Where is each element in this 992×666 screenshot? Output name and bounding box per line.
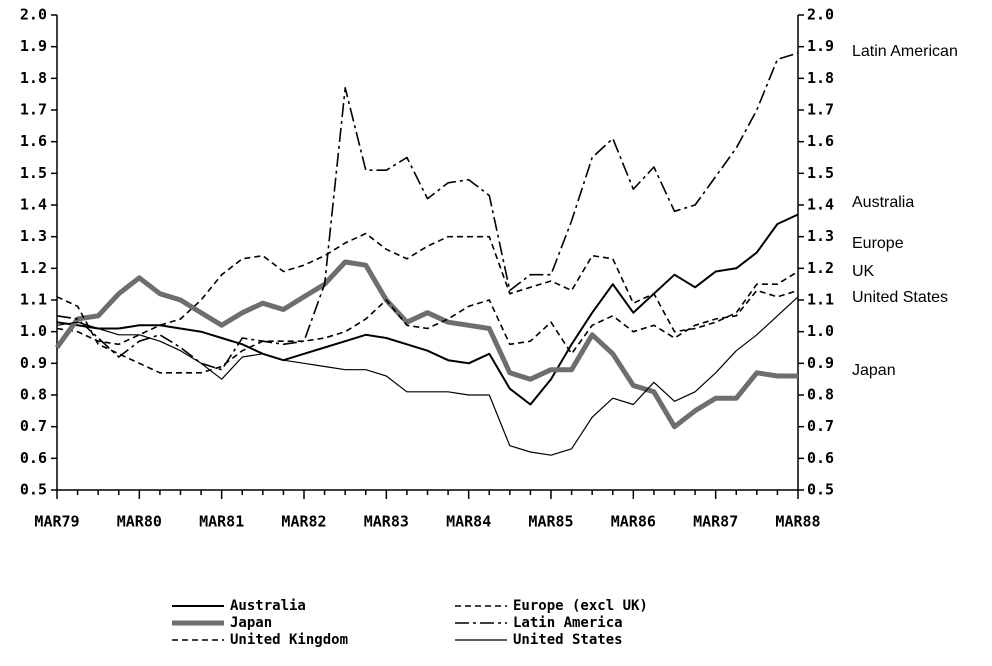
y-tick-label: 0.5 [20,481,47,499]
x-tick-label: MAR81 [199,513,244,531]
y2-tick-label: 0.8 [807,386,834,404]
y2-tick-label: 0.7 [807,417,834,435]
x-tick-label: MAR84 [446,513,491,531]
x-tick-label: MAR87 [693,513,738,531]
y2-tick-label: 1.2 [807,259,834,277]
legend-label: Japan [230,615,272,631]
annotation: Europe [852,235,904,252]
y-tick-label: 1.2 [20,259,47,277]
annotation: UK [852,263,875,280]
y2-tick-label: 0.5 [807,481,834,499]
y2-tick-label: 1.0 [807,322,834,340]
y2-tick-label: 1.1 [807,291,834,309]
series-line [56,52,799,371]
series-line [56,289,799,374]
y-tick-label: 1.9 [20,37,47,55]
y-tick-label: 1.0 [20,322,47,340]
y2-tick-label: 1.4 [807,196,834,214]
x-tick-label: MAR79 [34,513,79,531]
y-tick-label: 1.7 [20,101,47,119]
y2-tick-label: 1.8 [807,69,834,87]
x-tick-label: MAR80 [117,513,162,531]
y-tick-label: 1.5 [20,164,47,182]
legend-label: Australia [230,598,306,614]
x-tick-label: MAR88 [775,513,820,531]
annotation: United States [852,289,948,306]
y-tick-label: 1.8 [20,69,47,87]
legend-label: Europe (excl UK) [513,598,648,614]
x-tick-label: MAR86 [611,513,656,531]
series-line [56,296,799,456]
series-line [56,213,799,406]
y2-tick-label: 0.9 [807,354,834,372]
x-tick-label: MAR83 [364,513,409,531]
y-tick-label: 0.9 [20,354,47,372]
annotation: Latin American [852,43,958,60]
y-tick-label: 0.8 [20,386,47,404]
y-tick-label: 1.6 [20,132,47,150]
y-tick-label: 1.3 [20,227,47,245]
annotation: Japan [852,362,896,379]
y-tick-label: 2.0 [20,6,47,24]
y2-tick-label: 1.6 [807,132,834,150]
y2-tick-label: 1.5 [807,164,834,182]
y-tick-label: 0.6 [20,449,47,467]
y2-tick-label: 0.6 [807,449,834,467]
y2-tick-label: 1.9 [807,37,834,55]
y2-tick-label: 1.3 [807,227,834,245]
x-tick-label: MAR85 [528,513,573,531]
series-line [54,259,798,430]
y-tick-label: 1.4 [20,196,47,214]
y2-tick-label: 2.0 [807,6,834,24]
legend-label: Latin America [513,615,623,631]
legend-label: United States [513,632,623,648]
legend-label: United Kingdom [230,632,348,648]
annotation: Australia [852,194,914,211]
y2-tick-label: 1.7 [807,101,834,119]
series-line [56,232,799,346]
x-tick-label: MAR82 [281,513,326,531]
y-tick-label: 1.1 [20,291,47,309]
y-tick-label: 0.7 [20,417,47,435]
